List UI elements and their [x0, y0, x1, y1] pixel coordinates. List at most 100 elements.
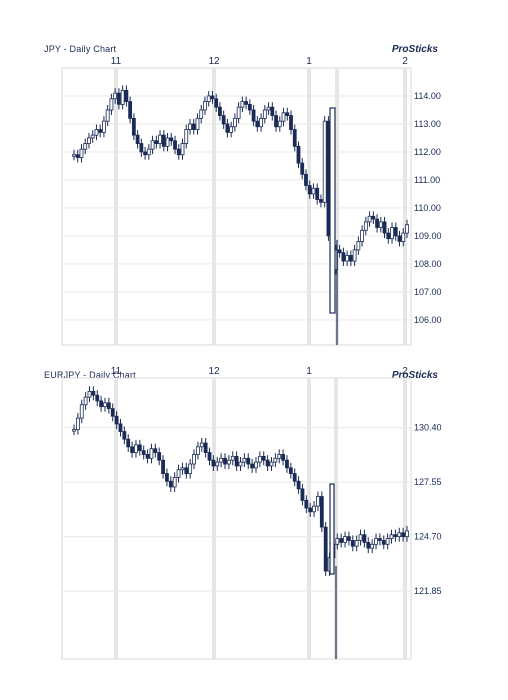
- candle-body: [315, 187, 320, 200]
- candle-body: [130, 446, 134, 453]
- candle-body: [118, 423, 123, 432]
- candle-body: [354, 540, 359, 547]
- y-tick-label: 112.00: [414, 147, 441, 157]
- candle-body: [165, 473, 169, 482]
- candle-body: [390, 227, 394, 240]
- week-separator: [334, 378, 338, 659]
- candle-body: [207, 452, 212, 461]
- candle-body: [308, 507, 313, 513]
- candle-body: [375, 218, 379, 228]
- candle-body: [385, 538, 390, 545]
- candle-body: [218, 106, 222, 116]
- jpy-plot: 114.00 113.00 112.00 111.00 110.00 109.00 108.…: [61, 56, 442, 346]
- candle-body: [116, 92, 121, 105]
- plot-frame: [61, 67, 412, 346]
- candle-body: [273, 457, 278, 463]
- candle-body: [120, 89, 125, 105]
- candle-body: [362, 534, 367, 543]
- candle-body: [199, 109, 204, 119]
- month-separator: [114, 68, 118, 345]
- candle-body: [269, 461, 274, 467]
- week-separator: [335, 68, 339, 345]
- candle-body: [153, 448, 158, 453]
- candle-body: [184, 129, 189, 144]
- candle-body: [234, 455, 239, 467]
- x-tick-label: 11: [111, 366, 122, 377]
- candle-body: [102, 120, 106, 133]
- candle-body: [99, 400, 104, 408]
- candle-body: [240, 101, 245, 108]
- candle-body: [168, 480, 173, 488]
- candle-body: [180, 143, 185, 156]
- candle-body: [83, 396, 88, 406]
- candle-body: [196, 446, 200, 455]
- candle-body: [386, 232, 391, 240]
- candle-body: [401, 232, 406, 242]
- candle-body: [219, 457, 224, 463]
- y-tick-label: 113.00: [414, 119, 441, 129]
- candle-body: [98, 129, 103, 133]
- candle-body: [270, 106, 275, 116]
- y-tick-label: 124.70: [414, 532, 442, 542]
- candle-body: [393, 534, 398, 538]
- candle-body: [289, 115, 293, 130]
- candle-body: [158, 134, 162, 144]
- candle-body: [91, 390, 96, 396]
- brand-logo: ProSticks: [391, 370, 438, 381]
- candle-body: [304, 499, 309, 509]
- candle-body: [113, 92, 118, 100]
- candle-body: [192, 454, 196, 465]
- candle-body: [319, 199, 323, 203]
- x-tick-label: 12: [208, 366, 220, 377]
- candle-body: [139, 143, 144, 153]
- candle-body: [363, 221, 368, 231]
- candle-body: [292, 129, 297, 147]
- y-tick-label: 114.00: [414, 91, 441, 101]
- candle-body: [87, 390, 92, 398]
- candle-body: [261, 455, 266, 461]
- candle-body: [339, 538, 344, 543]
- candle-body: [134, 444, 138, 453]
- candle-body: [382, 221, 387, 234]
- y-tick-label: 107.00: [414, 287, 442, 297]
- spike-candle-body: [329, 483, 335, 575]
- candle-body: [141, 450, 146, 455]
- candle-body: [103, 402, 107, 408]
- candle-body: [296, 480, 301, 490]
- candle-body: [322, 120, 327, 203]
- candle-body: [203, 442, 208, 453]
- candle-body: [184, 467, 189, 474]
- month-separator: [307, 378, 311, 659]
- candle-body: [312, 505, 316, 513]
- candle-body: [288, 467, 293, 474]
- candle-body: [226, 459, 231, 465]
- candle-body: [366, 541, 371, 549]
- x-tick-label: 11: [111, 56, 122, 67]
- candle-body: [180, 467, 185, 471]
- candle-body: [319, 496, 324, 528]
- candle-body: [215, 461, 220, 467]
- candle-body: [397, 235, 402, 242]
- candle-body: [348, 255, 353, 262]
- y-tick-label: 109.00: [414, 231, 442, 241]
- candle-body: [244, 101, 249, 105]
- candle-body: [257, 455, 262, 463]
- candle-body: [124, 89, 129, 102]
- candle-body: [211, 459, 216, 467]
- candle-body: [405, 530, 409, 538]
- candle-body: [300, 488, 305, 501]
- candle-body: [277, 120, 282, 128]
- month-separator: [307, 68, 311, 345]
- candle-body: [109, 98, 114, 111]
- candle-body: [352, 249, 357, 262]
- month-separator: [403, 378, 407, 659]
- candle-body: [95, 394, 100, 402]
- candle-body: [347, 536, 351, 541]
- candle-body: [75, 417, 80, 431]
- candle-body: [79, 404, 84, 419]
- candle-body: [173, 140, 177, 150]
- candle-body: [389, 534, 394, 539]
- candle-body: [203, 101, 207, 111]
- candle-body: [72, 154, 76, 157]
